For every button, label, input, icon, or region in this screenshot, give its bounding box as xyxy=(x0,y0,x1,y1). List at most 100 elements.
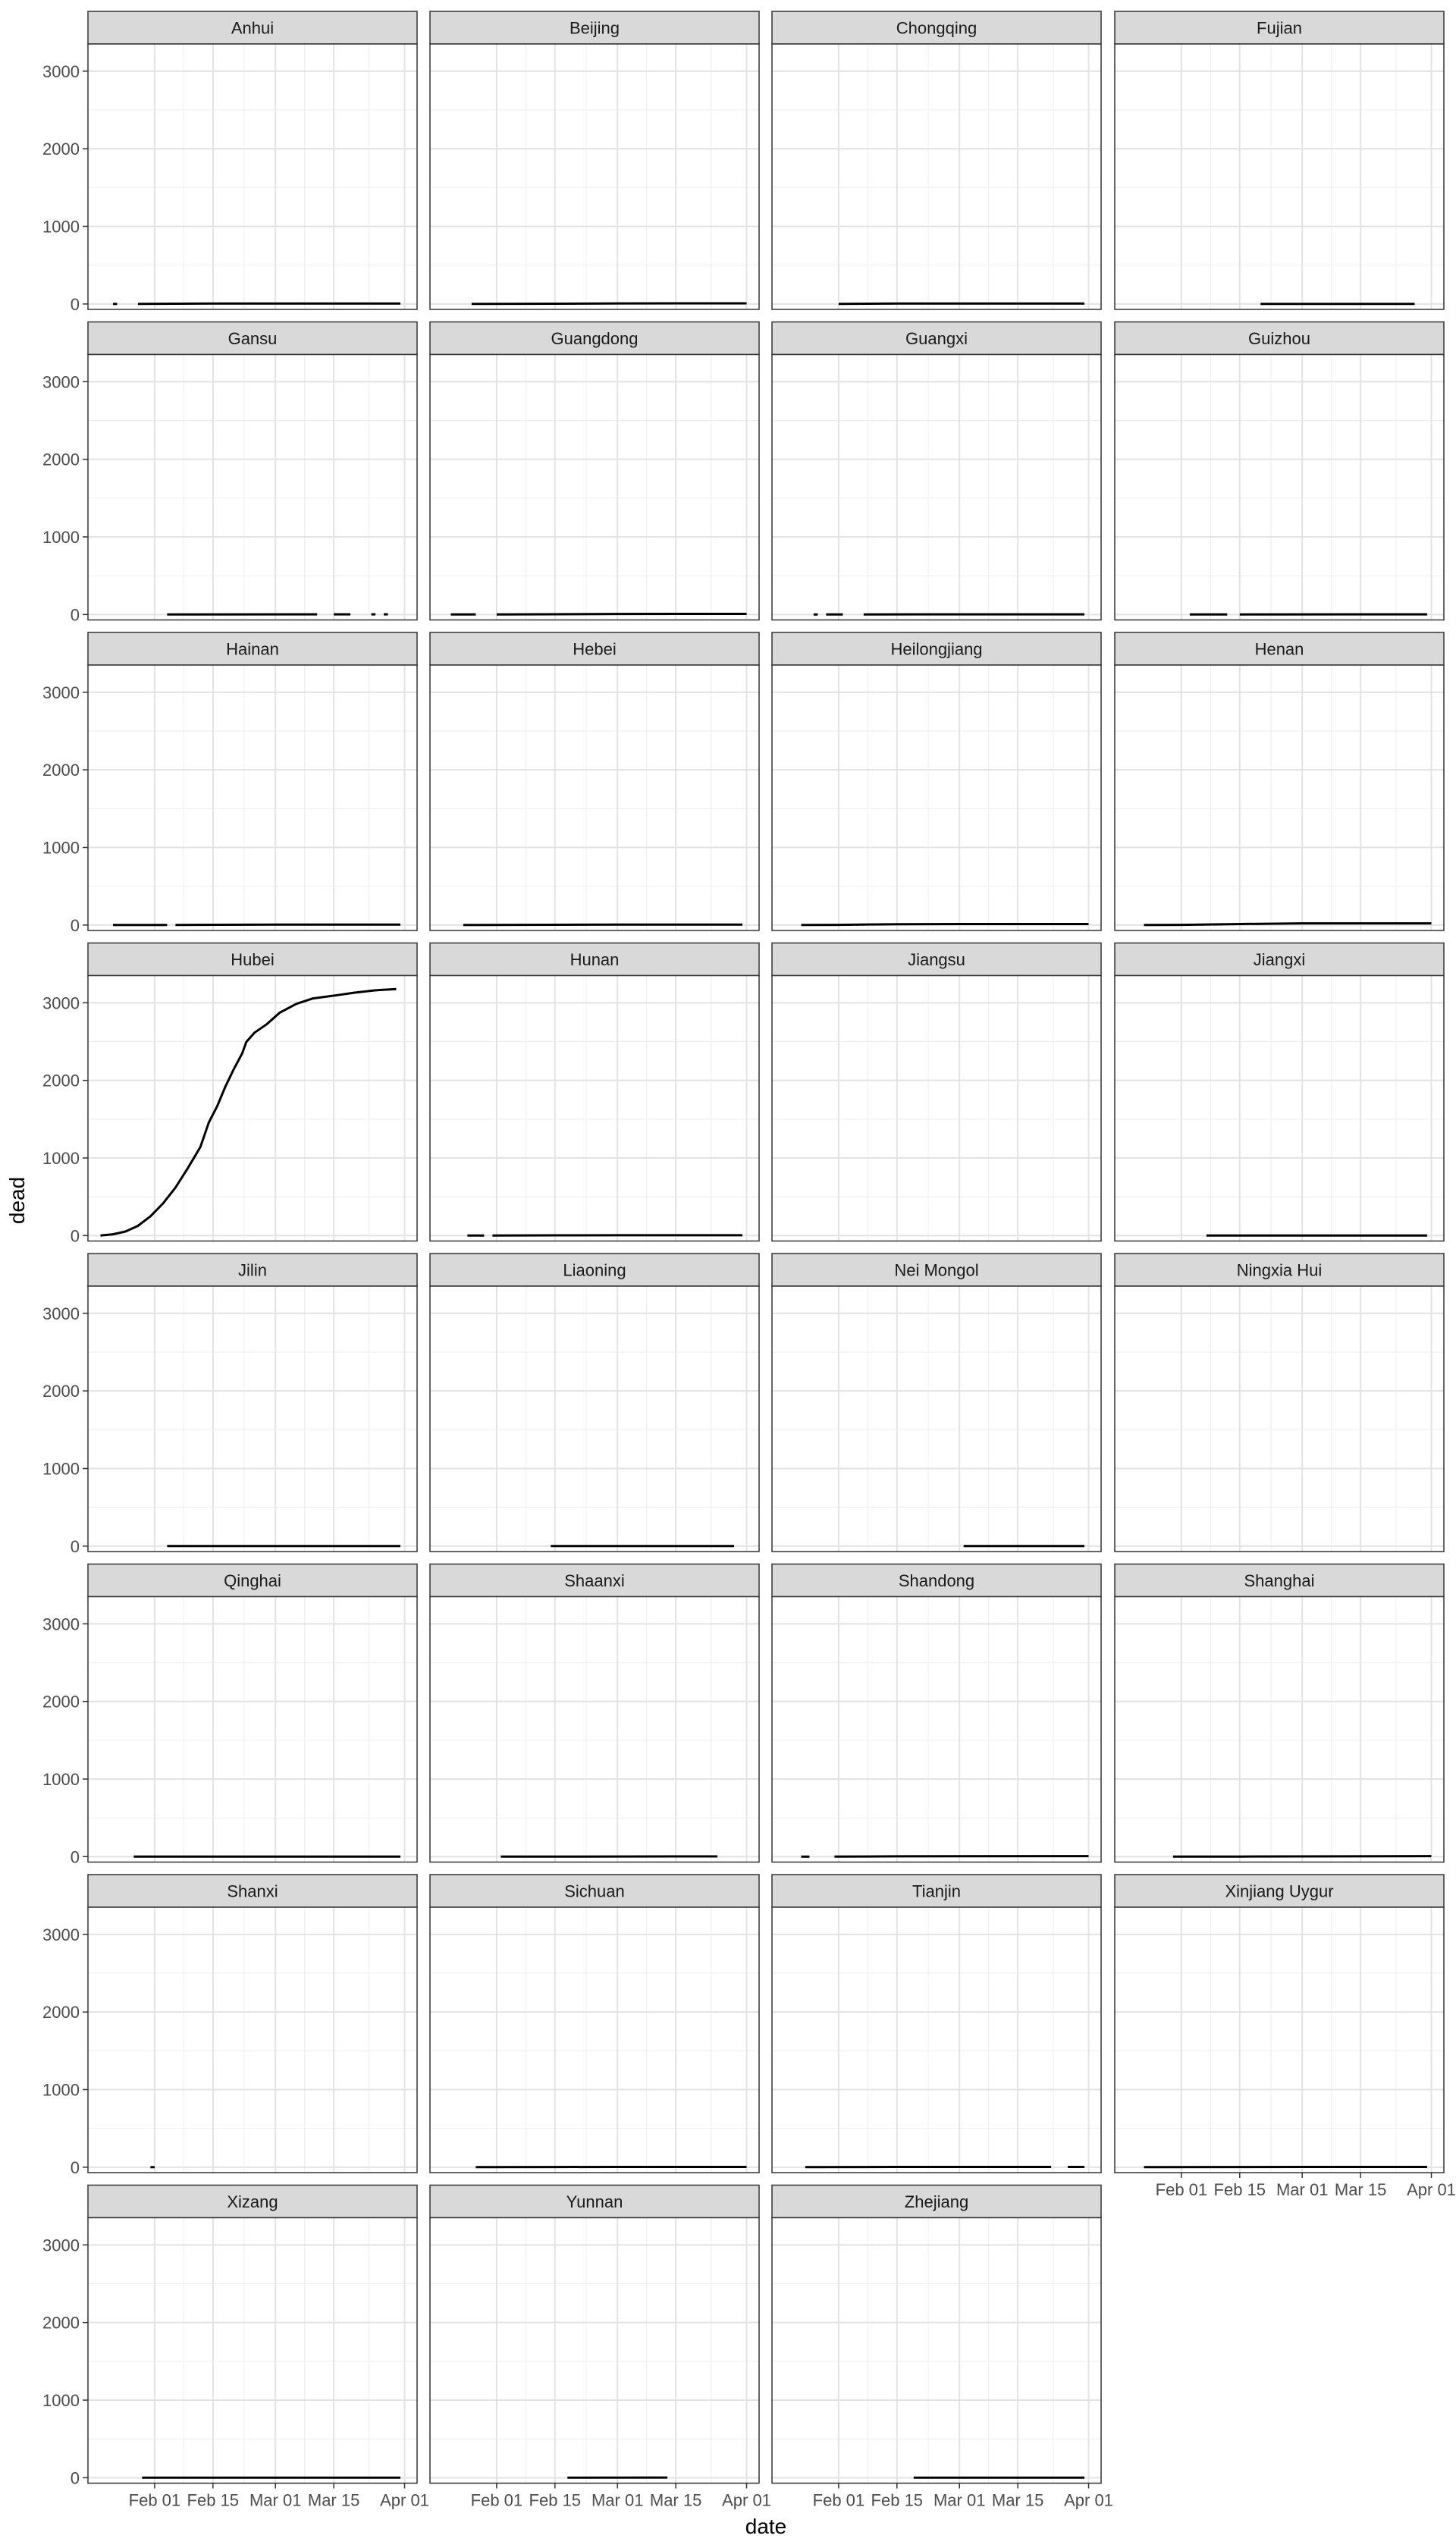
series-lines xyxy=(113,302,400,306)
series-line-guangdong xyxy=(496,613,747,616)
facet-strip xyxy=(429,632,760,666)
facet-title: Hebei xyxy=(573,640,616,659)
series-lines xyxy=(1144,922,1432,927)
facet-strip xyxy=(429,11,760,45)
facet-panel-jiangsu: Jiangsu xyxy=(771,942,1102,1242)
y-tick-label: 3000 xyxy=(42,1614,80,1633)
x-tick-label: Mar 01 xyxy=(1276,2180,1328,2199)
x-tick-label: Mar 01 xyxy=(249,2491,301,2510)
panel-background xyxy=(1115,975,1444,1241)
y-tick-label: 2000 xyxy=(42,1382,80,1401)
facet-title: Zhejiang xyxy=(905,2192,968,2211)
facet-panel-anhui: Anhui 0 1000 2000 3000 xyxy=(42,11,418,314)
panel-background xyxy=(1115,1907,1444,2173)
x-tick-label: Apr 01 xyxy=(1407,2180,1456,2199)
facet-strip xyxy=(771,1253,1102,1287)
y-tick-label: 0 xyxy=(71,605,80,624)
series-lines xyxy=(463,923,742,927)
facet-strip xyxy=(429,1253,760,1287)
facet-title: Xinjiang Uygur xyxy=(1225,1882,1333,1901)
panel-border xyxy=(87,974,418,1242)
panel-background xyxy=(430,44,759,309)
y-tick-label: 3000 xyxy=(42,372,80,391)
panel-border xyxy=(429,2217,760,2484)
facet-title: Hainan xyxy=(226,640,279,659)
facet-panel-jilin: Jilin 0 1000 2000 3000 xyxy=(42,1253,418,1556)
y-tick-label: 1000 xyxy=(42,217,80,236)
y-tick-label: 1000 xyxy=(42,528,80,547)
y-tick-label: 0 xyxy=(71,916,80,935)
panel-border xyxy=(1114,664,1445,931)
panel-background xyxy=(430,1286,759,1552)
y-tick-label: 0 xyxy=(71,1847,80,1866)
facet-panel-liaoning: Liaoning xyxy=(429,1253,760,1552)
panel-background xyxy=(430,975,759,1241)
panel-border xyxy=(771,2217,1102,2484)
facet-strip xyxy=(87,1253,418,1287)
y-tick-label: 0 xyxy=(71,2468,80,2487)
y-tick-label: 1000 xyxy=(42,838,80,857)
facet-title: Shanxi xyxy=(227,1882,278,1901)
facet-panel-yunnan: Yunnan Feb 01 Feb 15 Mar 01 Mar 15 Apr 01 xyxy=(429,2184,771,2510)
panel-border xyxy=(771,1596,1102,1863)
y-tick-label: 3000 xyxy=(42,1304,80,1323)
panel-border xyxy=(1114,1285,1445,1552)
facet-title: Jilin xyxy=(238,1261,267,1280)
facet-title: Yunnan xyxy=(566,2192,623,2211)
y-tick-label: 1000 xyxy=(42,1149,80,1168)
panel-border xyxy=(87,43,418,310)
facet-panel-zhejiang: Zhejiang Feb 01 Feb 15 Mar 01 Mar 15 Apr 01 xyxy=(771,2184,1113,2510)
facet-title: Anhui xyxy=(231,19,274,38)
panel-background xyxy=(772,2217,1101,2484)
facet-title: Gansu xyxy=(228,329,278,348)
y-tick-label: 3000 xyxy=(42,683,80,702)
series-lines xyxy=(100,987,397,1237)
y-tick-label: 1000 xyxy=(42,1770,80,1789)
facet-title: Chongqing xyxy=(896,19,977,38)
facet-panel-xinjiang-uygur: Xinjiang Uygur Feb 01 Feb 15 Mar 01 Mar 15 Ap… xyxy=(1114,1874,1456,2199)
x-tick-label: Apr 01 xyxy=(380,2491,429,2510)
y-tick-label: 0 xyxy=(71,295,80,314)
series-lines xyxy=(1172,1855,1432,1858)
facet-panel-nei-mongol: Nei Mongol xyxy=(771,1253,1102,1552)
x-tick-label: Feb 15 xyxy=(529,2491,582,2510)
facet-title: Heilongjiang xyxy=(890,640,982,659)
panel-background xyxy=(88,2217,417,2484)
series-line-hubei xyxy=(100,987,397,1237)
facet-strip xyxy=(1114,942,1445,977)
panel-border xyxy=(1114,974,1445,1242)
series-line-beijing xyxy=(471,302,747,306)
y-tick-label: 3000 xyxy=(42,993,80,1012)
panel-border xyxy=(1114,1906,1445,2173)
facet-panel-tianjin: Tianjin xyxy=(771,1874,1102,2173)
facet-panel-qinghai: Qinghai 0 1000 2000 3000 xyxy=(42,1563,418,1866)
facet-strip xyxy=(1114,1253,1445,1287)
facet-strip xyxy=(1114,321,1445,356)
facet-panel-heilongjiang: Heilongjiang xyxy=(771,632,1102,931)
facet-title: Qinghai xyxy=(224,1571,281,1590)
x-tick-label: Apr 01 xyxy=(1064,2491,1113,2510)
facet-strip xyxy=(87,1563,418,1598)
facet-panel-hebei: Hebei xyxy=(429,632,760,931)
y-tick-label: 3000 xyxy=(42,2236,80,2255)
y-tick-label: 3000 xyxy=(42,1925,80,1944)
panel-border xyxy=(429,1906,760,2173)
x-tick-label: Feb 01 xyxy=(813,2491,865,2510)
panel-background xyxy=(430,1596,759,1862)
facet-title: Fujian xyxy=(1257,19,1302,38)
x-tick-label: Mar 15 xyxy=(1335,2180,1386,2199)
panel-border xyxy=(771,353,1102,621)
facet-title: Liaoning xyxy=(563,1261,626,1280)
series-line-anhui xyxy=(137,302,400,306)
panel-background xyxy=(772,975,1101,1241)
facet-title: Beijing xyxy=(570,19,620,38)
facet-panel-sichuan: Sichuan xyxy=(429,1874,760,2173)
panel-background xyxy=(1115,1596,1444,1862)
panel-background xyxy=(772,44,1101,309)
panel-background xyxy=(772,665,1101,930)
x-tick-label: Mar 15 xyxy=(308,2491,359,2510)
facet-strip xyxy=(771,942,1102,977)
facet-title: Jiangxi xyxy=(1254,950,1305,969)
